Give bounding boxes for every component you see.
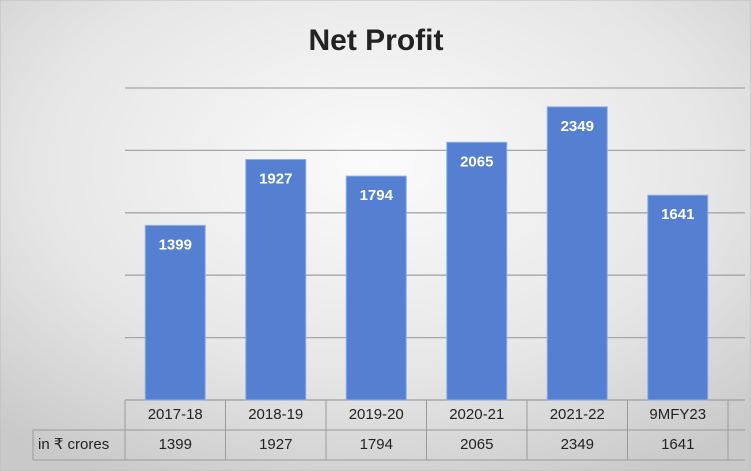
table-value: 1399 (159, 436, 192, 453)
data-label: 2349 (561, 118, 594, 135)
bar (647, 194, 709, 401)
bar (345, 175, 407, 401)
x-tick-label: 9MFY23 (649, 406, 706, 423)
data-label: 2065 (460, 153, 493, 170)
x-tick-label: 2019-20 (349, 406, 404, 423)
x-tick-label: 2017-18 (148, 406, 203, 423)
table-value: 2349 (561, 436, 594, 453)
x-tick-label: 2018-19 (248, 406, 303, 423)
bar (546, 106, 608, 401)
table-value: 1794 (360, 436, 393, 453)
chart-title: Net Profit (309, 24, 444, 57)
table-value: 1927 (259, 436, 292, 453)
data-label: 1794 (360, 187, 394, 204)
data-label: 1399 (159, 236, 192, 253)
bar (446, 141, 508, 401)
x-tick-label: 2021-22 (550, 406, 605, 423)
legend-label: in ₹ crores (38, 436, 109, 453)
data-label: 1641 (661, 206, 694, 223)
table-value: 2065 (460, 436, 493, 453)
bar (144, 224, 206, 401)
table-value: 1641 (661, 436, 694, 453)
data-label: 1927 (259, 170, 292, 187)
x-tick-label: 2020-21 (449, 406, 504, 423)
bar (245, 159, 307, 401)
